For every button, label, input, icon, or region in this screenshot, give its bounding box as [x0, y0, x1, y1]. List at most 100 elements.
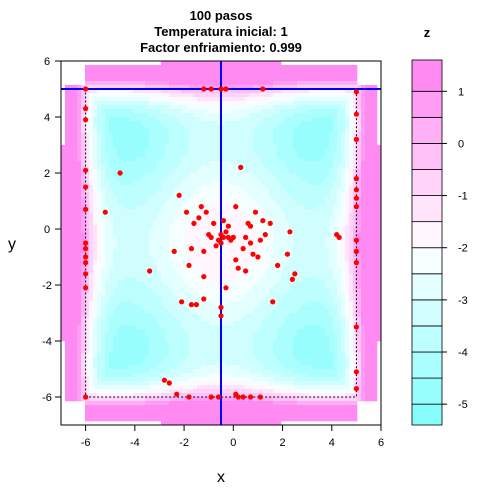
contour-cell — [221, 417, 226, 422]
contour-cell — [165, 361, 170, 366]
contour-cell — [129, 181, 134, 186]
contour-cell — [225, 329, 230, 334]
contour-cell — [161, 321, 166, 326]
contour-cell — [177, 209, 182, 214]
contour-cell — [77, 165, 82, 170]
contour-cell — [229, 317, 234, 322]
contour-cell — [125, 345, 130, 350]
contour-cell — [165, 265, 170, 270]
contour-cell — [217, 297, 222, 302]
contour-cell — [213, 173, 218, 178]
contour-cell — [173, 381, 178, 386]
contour-cell — [157, 85, 162, 90]
contour-cell — [105, 401, 110, 406]
contour-cell — [269, 237, 274, 242]
contour-cell — [201, 365, 206, 370]
contour-cell — [61, 273, 66, 278]
contour-cell — [165, 85, 170, 90]
contour-cell — [113, 153, 118, 158]
contour-cell — [101, 193, 106, 198]
contour-cell — [181, 341, 186, 346]
contour-cell — [85, 257, 90, 262]
contour-cell — [209, 189, 214, 194]
contour-cell — [197, 345, 202, 350]
contour-cell — [221, 177, 226, 182]
contour-cell — [269, 149, 274, 154]
contour-cell — [65, 93, 70, 98]
contour-cell — [277, 357, 282, 362]
contour-cell — [241, 177, 246, 182]
contour-cell — [97, 397, 102, 402]
contour-cell — [77, 149, 82, 154]
contour-cell — [221, 345, 226, 350]
contour-cell — [65, 109, 70, 114]
contour-cell — [189, 397, 194, 402]
contour-cell — [161, 161, 166, 166]
contour-cell — [77, 233, 82, 238]
contour-cell — [125, 121, 130, 126]
contour-cell — [177, 217, 182, 222]
contour-cell — [149, 349, 154, 354]
contour-cell — [89, 257, 94, 262]
contour-cell — [273, 289, 278, 294]
contour-cell — [233, 173, 238, 178]
contour-cell — [133, 189, 138, 194]
contour-cell — [97, 257, 102, 262]
contour-cell — [189, 85, 194, 90]
contour-cell — [73, 305, 78, 310]
contour-cell — [197, 209, 202, 214]
contour-cell — [225, 109, 230, 114]
contour-cell — [269, 385, 274, 390]
contour-cell — [61, 165, 66, 170]
contour-cell — [65, 225, 70, 230]
contour-cell — [277, 405, 282, 410]
contour-cell — [177, 373, 182, 378]
contour-cell — [265, 369, 270, 374]
contour-cell — [217, 149, 222, 154]
contour-cell — [149, 181, 154, 186]
contour-cell — [169, 193, 174, 198]
contour-cell — [241, 209, 246, 214]
contour-cell — [205, 341, 210, 346]
contour-cell — [85, 249, 90, 254]
contour-cell — [145, 205, 150, 210]
contour-cell — [101, 349, 106, 354]
contour-cell — [277, 365, 282, 370]
contour-cell — [73, 345, 78, 350]
contour-cell — [161, 85, 166, 90]
contour-cell — [177, 405, 182, 410]
contour-cell — [129, 341, 134, 346]
contour-cell — [85, 277, 90, 282]
contour-cell — [109, 165, 114, 170]
contour-cell — [265, 281, 270, 286]
contour-cell — [149, 337, 154, 342]
contour-cell — [253, 417, 258, 422]
contour-cell — [153, 117, 158, 122]
contour-cell — [217, 129, 222, 134]
contour-cell — [157, 389, 162, 394]
contour-cell — [181, 297, 186, 302]
contour-cell — [221, 225, 226, 230]
contour-cell — [285, 129, 290, 134]
contour-cell — [197, 233, 202, 238]
contour-cell — [273, 113, 278, 118]
contour-cell — [177, 273, 182, 278]
contour-cell — [209, 361, 214, 366]
contour-cell — [73, 109, 78, 114]
contour-cell — [89, 193, 94, 198]
contour-cell — [277, 225, 282, 230]
contour-cell — [277, 333, 282, 338]
contour-cell — [125, 353, 130, 358]
contour-cell — [217, 345, 222, 350]
contour-cell — [245, 157, 250, 162]
contour-cell — [133, 181, 138, 186]
contour-cell — [213, 101, 218, 106]
contour-cell — [221, 169, 226, 174]
contour-cell — [149, 405, 154, 410]
contour-cell — [125, 301, 130, 306]
contour-cell — [145, 253, 150, 258]
contour-cell — [253, 285, 258, 290]
contour-cell — [229, 345, 234, 350]
contour-cell — [101, 409, 106, 414]
contour-cell — [189, 157, 194, 162]
